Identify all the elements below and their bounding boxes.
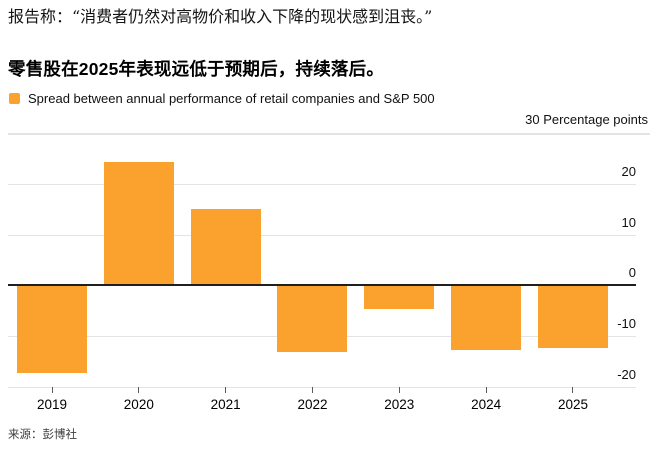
gridline <box>8 234 636 236</box>
bar-2020 <box>103 162 174 285</box>
x-axis-label-2021: 2021 <box>210 397 241 412</box>
y-axis-label: 20 <box>621 163 636 179</box>
x-axis-label-2019: 2019 <box>36 397 68 412</box>
x-axis-label-2023: 2023 <box>384 397 415 412</box>
x-axis-tick <box>311 387 313 393</box>
x-axis-tick <box>138 387 140 393</box>
bar-2023 <box>364 286 435 310</box>
zero-axis-line <box>8 284 636 287</box>
y-axis-label: 10 <box>621 214 636 230</box>
x-axis-label-2024: 2024 <box>471 397 502 412</box>
x-axis-label-2022: 2022 <box>297 397 328 412</box>
source-note: 来源：彭博社 <box>8 429 77 441</box>
x-axis-tick <box>225 387 227 393</box>
x-axis-tick <box>572 387 574 393</box>
gridline <box>8 183 636 185</box>
chart-legend: Spread between annual performance of ret… <box>9 90 435 106</box>
y-axis-label: -10 <box>617 316 636 332</box>
chart-top-rule <box>8 133 650 135</box>
bar-2024 <box>451 286 522 350</box>
x-axis-label-2020: 2020 <box>123 397 154 412</box>
chart-title: 零售股在2025年表现远低于预期后，持续落后。 <box>8 59 385 79</box>
gridline <box>8 387 636 388</box>
x-axis-tick <box>398 387 400 393</box>
legend-label: Spread between annual performance of ret… <box>28 90 435 106</box>
y-axis-label: 0 <box>628 265 636 281</box>
x-axis-tick <box>485 387 487 393</box>
bar-plot: 20 10 0 -10 -20 2019 2020 2021 2022 2023 2024 2025 <box>0 133 652 412</box>
bar-2021 <box>190 209 261 285</box>
x-axis-label-2025: 2025 <box>557 397 588 412</box>
legend-swatch-icon <box>9 92 20 104</box>
bar-2022 <box>277 286 348 352</box>
y-axis-label: -20 <box>617 367 636 382</box>
bar-2025 <box>537 286 608 349</box>
bar-2019 <box>17 286 87 374</box>
x-axis-tick <box>51 387 53 393</box>
article-quote: 报告称：“消费者仍然对高物价和收入下降的现状感到沮丧。” <box>8 7 433 26</box>
y-axis-units-label: 30 Percentage points <box>525 112 648 127</box>
